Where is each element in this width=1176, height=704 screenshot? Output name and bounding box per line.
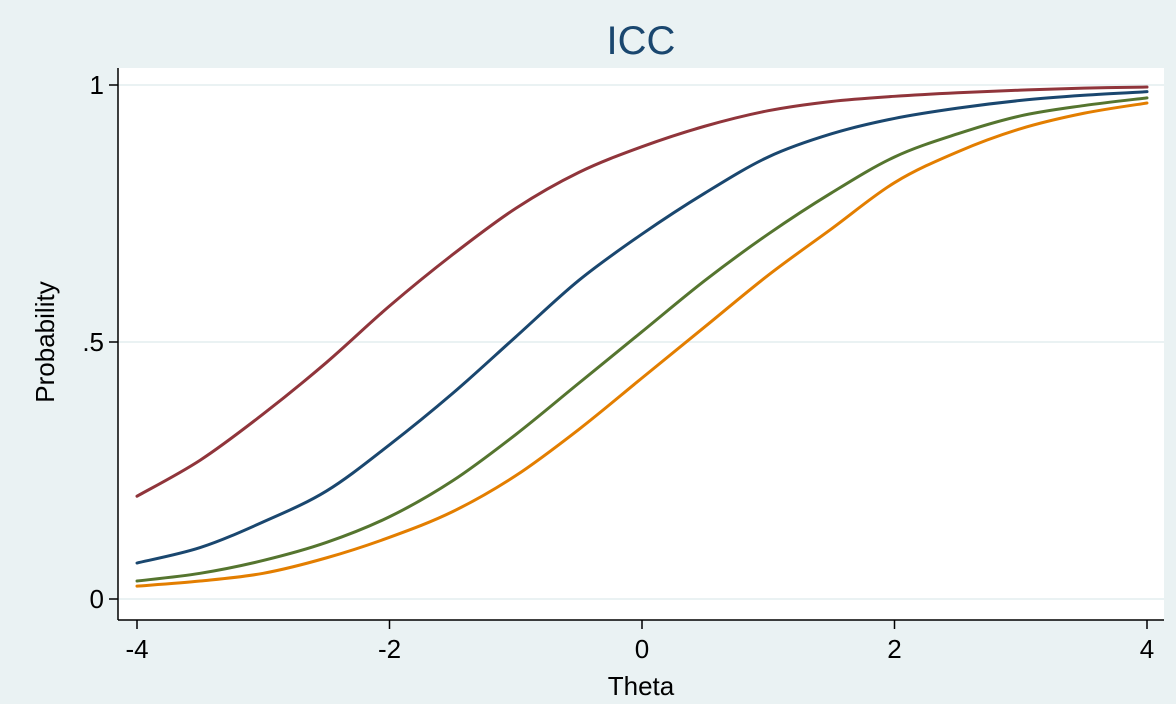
x-tick-label: 2 — [887, 634, 901, 664]
y-axis-title: Probability — [30, 281, 60, 402]
series-line-1 — [135, 85, 1149, 498]
series-line-4 — [135, 101, 1149, 588]
x-tick-label: -2 — [378, 634, 401, 664]
ticks: 0 .5 1 -4 -2 0 2 4 — [82, 70, 1154, 664]
y-tick-label: .5 — [82, 327, 104, 357]
x-tick-label: 0 — [635, 634, 649, 664]
series-line-3 — [135, 96, 1149, 583]
series-line-2 — [135, 90, 1149, 565]
y-tick-label: 1 — [90, 70, 104, 100]
plot-area — [118, 68, 1164, 620]
x-tick-label: -4 — [125, 634, 148, 664]
x-tick-label: 4 — [1140, 634, 1154, 664]
x-axis-title: Theta — [608, 671, 675, 701]
y-tick-label: 0 — [90, 584, 104, 614]
axes — [117, 68, 1164, 621]
chart-title: ICC — [607, 19, 676, 63]
grid-lines — [118, 84, 1164, 600]
series-lines — [135, 85, 1149, 588]
